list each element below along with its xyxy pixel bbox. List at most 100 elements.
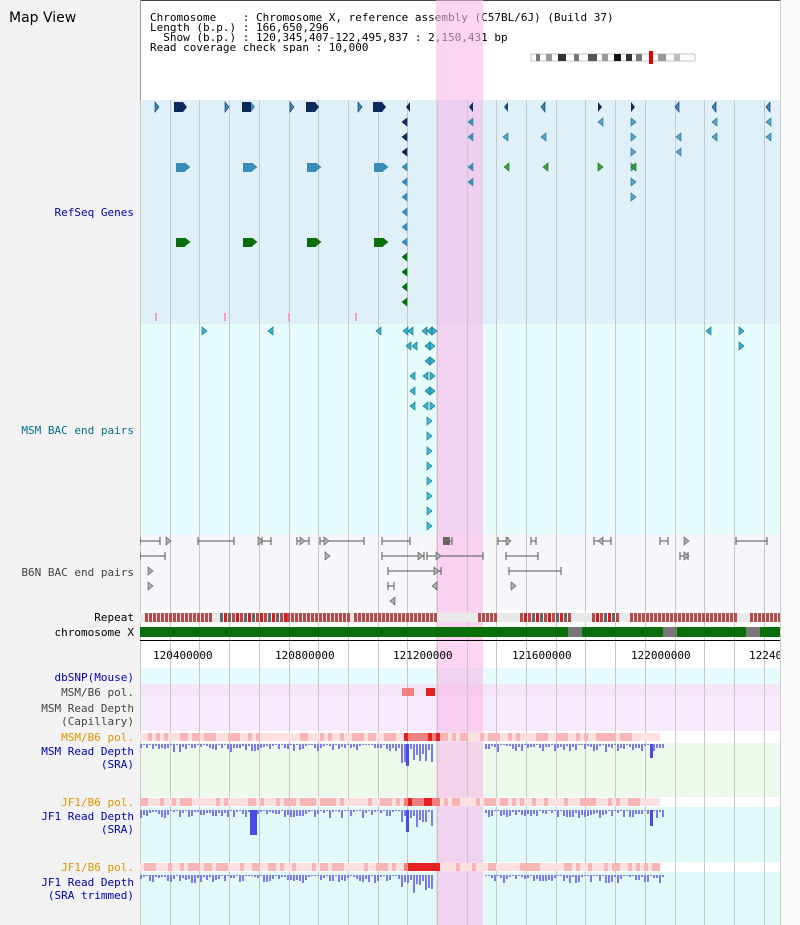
gene-feature[interactable] — [674, 101, 680, 113]
depth-bar — [374, 810, 376, 812]
depth-bar — [191, 744, 193, 748]
gene-feature[interactable] — [174, 102, 187, 112]
gene-feature[interactable] — [631, 102, 635, 112]
highlight-region[interactable] — [436, 0, 483, 925]
depth-bar — [422, 810, 424, 822]
repeat-block — [260, 613, 263, 622]
depth-bar — [485, 875, 487, 876]
polymorphism-cell — [472, 798, 476, 806]
repeat-block — [272, 613, 275, 622]
gene-feature[interactable] — [765, 101, 771, 113]
gene-feature[interactable] — [224, 101, 230, 113]
polymorphism-cell — [592, 733, 596, 741]
gene-feature[interactable] — [406, 102, 410, 112]
track-label-refseq[interactable]: RefSeq Genes — [54, 206, 134, 219]
track-label-dbsnp[interactable]: dbSNP(Mouse) — [54, 671, 134, 684]
chromosome-bar[interactable] — [140, 627, 780, 637]
gene-feature[interactable] — [540, 101, 546, 113]
polymorphism-cell — [540, 798, 544, 806]
polymorphism-cell — [216, 733, 220, 741]
feature-arrow — [429, 386, 436, 396]
depth-bar — [203, 744, 205, 745]
gene-feature[interactable] — [242, 102, 255, 112]
depth-bar — [323, 810, 325, 813]
polymorphism-cell — [656, 863, 660, 871]
track-label-jf1-b6-pol[interactable]: JF1/B6 pol. — [61, 796, 134, 809]
repeat-block — [710, 613, 713, 622]
track-label-msm-depth-cap[interactable]: MSM Read Depth — [41, 702, 134, 715]
depth-bar — [173, 810, 175, 812]
repeat-track[interactable] — [140, 613, 780, 622]
track-label-jf1-depth-sra[interactable]: JF1 Read Depth — [41, 810, 134, 823]
gene-feature[interactable] — [598, 102, 602, 112]
depth-bar — [290, 810, 292, 817]
polymorphism-cell — [312, 798, 316, 806]
depth-bar — [662, 744, 664, 748]
track-label-jf1-depth-trim[interactable]: JF1 Read Depth — [41, 876, 134, 889]
gene-feature[interactable] — [357, 101, 363, 113]
feature-tracks[interactable] — [140, 0, 780, 925]
polymorphism-cell — [140, 863, 144, 871]
polymorphism-cell — [196, 733, 200, 741]
chromosome-ideogram[interactable] — [528, 51, 698, 65]
depth-bar — [515, 744, 517, 751]
track-label-msm-b6-pol[interactable]: MSM/B6 pol. — [61, 686, 134, 699]
polymorphism-cell — [228, 733, 232, 741]
polymorphism-cell — [224, 798, 228, 806]
depth-bar — [350, 810, 352, 816]
depth-bar — [356, 744, 358, 750]
gene-feature[interactable] — [711, 101, 717, 113]
gene-feature[interactable] — [154, 101, 160, 113]
polymorphism-cell — [452, 798, 456, 806]
gene-feature[interactable] — [373, 102, 386, 112]
depth-bar — [383, 810, 385, 811]
polymorphism-cell — [400, 798, 404, 806]
track-label-jf1-b6-pol-2[interactable]: JF1/B6 pol. — [61, 861, 134, 874]
polymorphism-cell — [636, 798, 640, 806]
polymorphism-cell — [308, 798, 312, 806]
depth-bar — [587, 744, 589, 746]
depth-bar — [347, 875, 349, 878]
track-view[interactable] — [140, 0, 780, 925]
repeat-block — [494, 613, 497, 622]
polymorphism-cell — [236, 863, 240, 871]
depth-bar — [323, 744, 325, 746]
depth-bar — [257, 875, 259, 878]
depth-bar — [611, 810, 613, 816]
repeat-block — [201, 613, 204, 622]
depth-bar — [263, 875, 265, 882]
depth-bar — [563, 744, 565, 750]
track-label-msm-depth-cap-sub: (Capillary) — [61, 715, 134, 728]
polymorphism-cell — [564, 798, 568, 806]
feature-arrow — [433, 566, 440, 576]
gene-feature[interactable] — [306, 102, 319, 112]
polymorphism-cell — [388, 733, 392, 741]
track-label-b6n-bac[interactable]: B6N BAC end pairs — [21, 566, 134, 579]
depth-bar — [287, 875, 289, 880]
polymorphism-cell — [200, 863, 204, 871]
polymorphism-cell — [292, 798, 296, 806]
gene-feature[interactable] — [469, 102, 473, 112]
polymorphism-cell — [580, 863, 584, 871]
depth-bar — [308, 744, 310, 745]
track-label-msm-depth-sra[interactable]: MSM Read Depth — [41, 745, 134, 758]
depth-bar — [230, 744, 232, 752]
feature-arrow — [409, 401, 416, 411]
polymorphism-cell — [264, 733, 268, 741]
repeat-block — [778, 613, 780, 622]
track-label-msm-bac[interactable]: MSM BAC end pairs — [21, 424, 134, 437]
depth-bar — [245, 744, 247, 750]
polymorphism-cell — [428, 863, 432, 871]
polymorphism-cell — [332, 798, 336, 806]
polymorphism-cell — [444, 733, 448, 741]
track-label-msm-b6-pol-2[interactable]: MSM/B6 pol. — [61, 731, 134, 744]
vertical-scrollbar[interactable] — [780, 0, 800, 925]
polymorphism-cell — [420, 733, 424, 741]
gene-feature[interactable] — [504, 102, 508, 112]
depth-bar — [521, 744, 523, 751]
polymorphism-cell — [360, 798, 364, 806]
repeat-block — [634, 613, 637, 622]
depth-bar — [527, 744, 529, 748]
gene-feature[interactable] — [289, 101, 295, 113]
polymorphism-cell — [464, 798, 468, 806]
